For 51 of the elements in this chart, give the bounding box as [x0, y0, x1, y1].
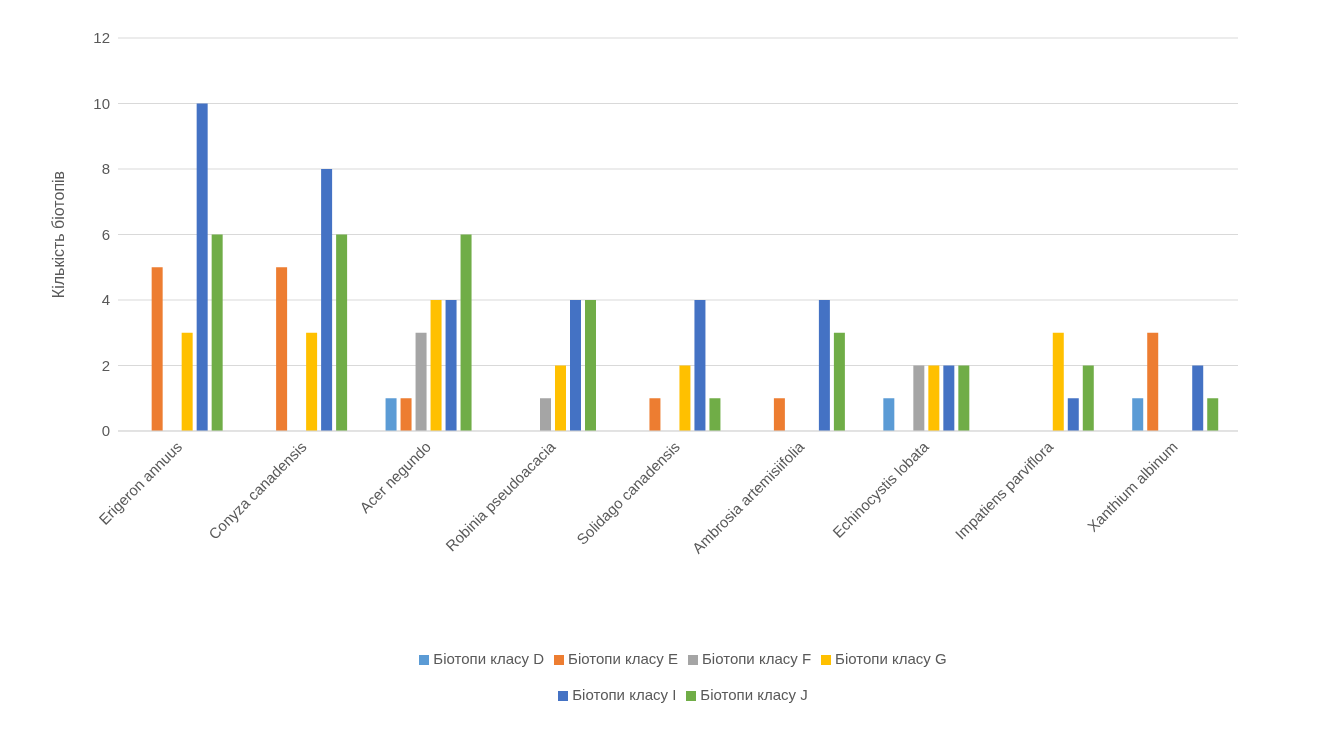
bar: [883, 398, 895, 431]
bar: [211, 234, 223, 431]
bar: [460, 234, 472, 431]
y-tick-label: 10: [93, 94, 110, 112]
legend-label: Біотопи класу G: [835, 650, 947, 667]
bar: [570, 300, 581, 431]
bar: [336, 234, 348, 431]
bar: [181, 332, 193, 431]
y-tick-label: 12: [93, 29, 110, 47]
y-tick-label: 6: [101, 225, 110, 243]
bar: [430, 300, 442, 431]
bar: [321, 169, 333, 431]
y-tick-label: 4: [101, 291, 110, 309]
bar: [1192, 365, 1204, 431]
bar: [958, 365, 970, 431]
bar: [773, 398, 785, 431]
bar: [709, 398, 721, 431]
bar: [1052, 332, 1064, 431]
bar: [306, 332, 318, 431]
bar: [540, 398, 551, 431]
bar: [585, 300, 596, 431]
legend-label: Біотопи класу E: [568, 650, 678, 667]
bar: [913, 365, 925, 431]
bar: [1207, 398, 1219, 431]
bar: [1132, 398, 1144, 431]
legend-label: Біотопи класу D: [433, 650, 545, 667]
bar: [818, 300, 830, 431]
bar: [833, 332, 845, 431]
bar: [400, 398, 412, 431]
y-tick-label: 2: [101, 356, 110, 374]
bar: [943, 365, 955, 431]
bar: [276, 267, 288, 431]
y-tick-label: 0: [101, 422, 110, 440]
bar: [196, 103, 208, 431]
legend-label: Біотопи класу I: [572, 686, 677, 703]
bar: [385, 398, 397, 431]
bar: [649, 398, 661, 431]
bar: [1082, 365, 1094, 431]
bar: [1147, 332, 1159, 431]
bar: [679, 365, 691, 431]
legend-label: Біотопи класу J: [700, 686, 808, 703]
bar: [445, 300, 457, 431]
legend-label: Біотопи класу F: [702, 650, 812, 667]
bar: [555, 365, 566, 431]
bar: [694, 300, 706, 431]
y-tick-label: 8: [101, 160, 110, 178]
bar: [415, 332, 427, 431]
y-axis-title: Кількість біотопів: [49, 170, 67, 299]
bar: [928, 365, 940, 431]
bar: [1067, 398, 1079, 431]
bar: [151, 267, 163, 431]
